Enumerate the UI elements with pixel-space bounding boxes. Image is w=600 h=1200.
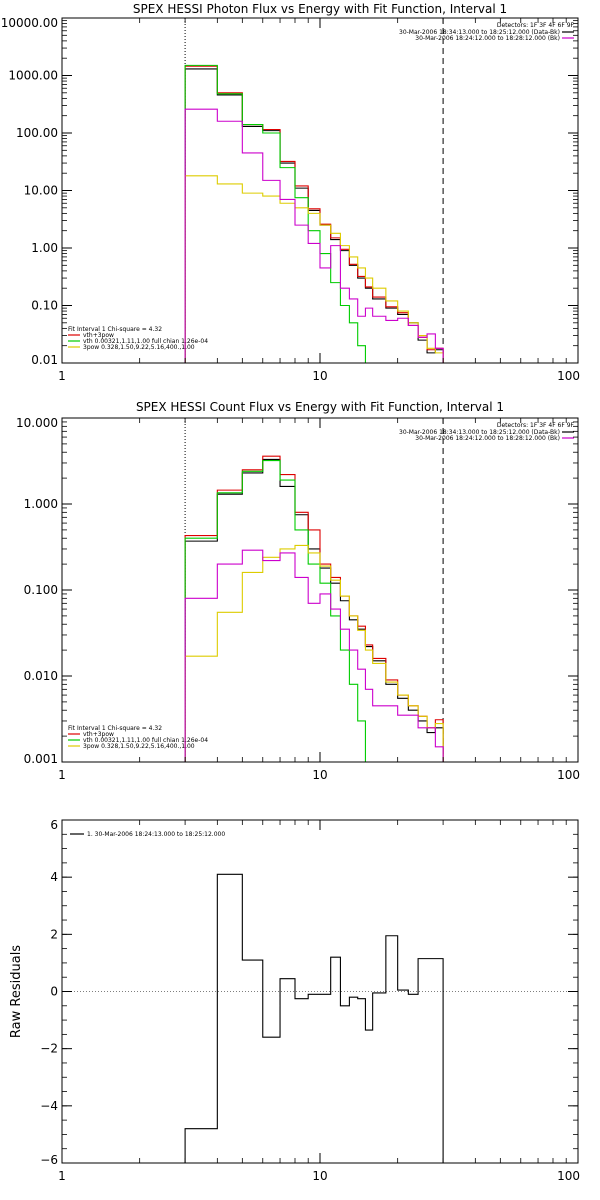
legend-entry: 30-Mar-2006 18:34:13.000 to 18:25:12.000…: [399, 429, 560, 436]
fit-legend-entry: vth+3pow: [83, 332, 114, 339]
plot-frame: [61, 17, 579, 364]
legend-entry: 1. 30-Mar-2006 18:24:13.000 to 18:25:12.…: [87, 831, 225, 838]
y-tick-label: −6: [40, 1153, 58, 1167]
y-tick-label: 1.000: [24, 497, 58, 511]
y-tick-label: 6: [50, 818, 58, 832]
x-tick-label: 10: [312, 1169, 327, 1183]
fit-legend-entry: 3pow 0.328,1.50,9.22,5.16,400.,1.00: [83, 743, 195, 750]
y-tick-label: 0.10: [31, 299, 58, 313]
x-tick-label: 100: [557, 768, 580, 782]
plot-frame: [61, 417, 579, 763]
x-tick-label: 100: [557, 1169, 580, 1183]
series-line-0: [184, 68, 444, 363]
y-axis-label: Raw Residuals: [9, 945, 24, 1038]
series-line-2: [184, 64, 373, 363]
series-line-4: [184, 549, 444, 762]
series-line-4: [184, 108, 444, 363]
x-tick-label: 1: [58, 369, 66, 383]
y-tick-label: 2: [50, 927, 58, 941]
fit-legend-entry: vth 0.00321,1.11,1.00 full chian 1.26e-0…: [83, 737, 208, 744]
legend-entry: 30-Mar-2006 18:24:12.000 to 18:28:12.000…: [415, 35, 560, 42]
legend-header: Detectors: 1F 3F 4F 6F 9F: [497, 22, 575, 29]
fit-legend-entry: 3pow 0.328,1.50,9.22,5.16,400.,1.00: [83, 344, 195, 351]
y-tick-label: 10.00: [24, 184, 58, 198]
series-line-0: [184, 873, 444, 1163]
count-flux-chart: SPEX HESSI Count Flux vs Energy with Fit…: [16, 400, 580, 782]
x-tick-label: 1: [58, 1169, 66, 1183]
series-line-3: [184, 544, 444, 762]
y-tick-label: 0.01: [31, 353, 58, 367]
chart-title: SPEX HESSI Count Flux vs Energy with Fit…: [136, 400, 504, 414]
x-tick-label: 10: [312, 768, 327, 782]
y-tick-label: 10000.00: [1, 16, 58, 30]
series-line-0: [184, 458, 444, 762]
y-tick-label: 10.000: [16, 416, 58, 430]
y-tick-label: 0.001: [24, 752, 58, 766]
x-tick-label: 10: [312, 369, 327, 383]
fit-legend-header: Fit Interval 1 Chi-square = 4.32: [68, 725, 162, 732]
y-tick-label: 4: [50, 870, 58, 884]
x-tick-label: 1: [58, 768, 66, 782]
y-tick-label: 0: [50, 985, 58, 999]
fit-legend-header: Fit Interval 1 Chi-square = 4.32: [68, 326, 162, 333]
y-tick-label: −4: [40, 1099, 58, 1113]
y-tick-label: −2: [40, 1042, 58, 1056]
legend-entry: 30-Mar-2006 18:34:13.000 to 18:25:12.000…: [399, 29, 560, 36]
fit-legend-entry: vth+3pow: [83, 731, 114, 738]
legend-entry: 30-Mar-2006 18:24:12.000 to 18:28:12.000…: [415, 435, 560, 442]
y-tick-label: 0.010: [24, 669, 58, 683]
y-tick-label: 1000.00: [8, 69, 58, 83]
legend-header: Detectors: 1F 3F 4F 6F 9F: [497, 422, 575, 429]
y-tick-label: 100.00: [16, 126, 58, 140]
raw-residuals-chart: 1 10 100 −6 −4 −2 0 2 4 6 Raw Residuals 1. 30-Mar-2…: [9, 818, 580, 1183]
photon-flux-chart: SPEX HESSI Photon Flux vs Energy with Fi…: [1, 2, 580, 383]
chart-title: SPEX HESSI Photon Flux vs Energy with Fi…: [133, 2, 507, 16]
x-tick-label: 100: [557, 369, 580, 383]
fit-legend-entry: vth 0.00321,1.11,1.00 full chian 1.26e-0…: [83, 338, 208, 345]
series-line-1: [184, 455, 444, 762]
series-line-2: [184, 460, 373, 762]
y-tick-label: 1.00: [31, 241, 58, 255]
series-line-3: [184, 175, 444, 363]
y-tick-label: 0.100: [24, 583, 58, 597]
